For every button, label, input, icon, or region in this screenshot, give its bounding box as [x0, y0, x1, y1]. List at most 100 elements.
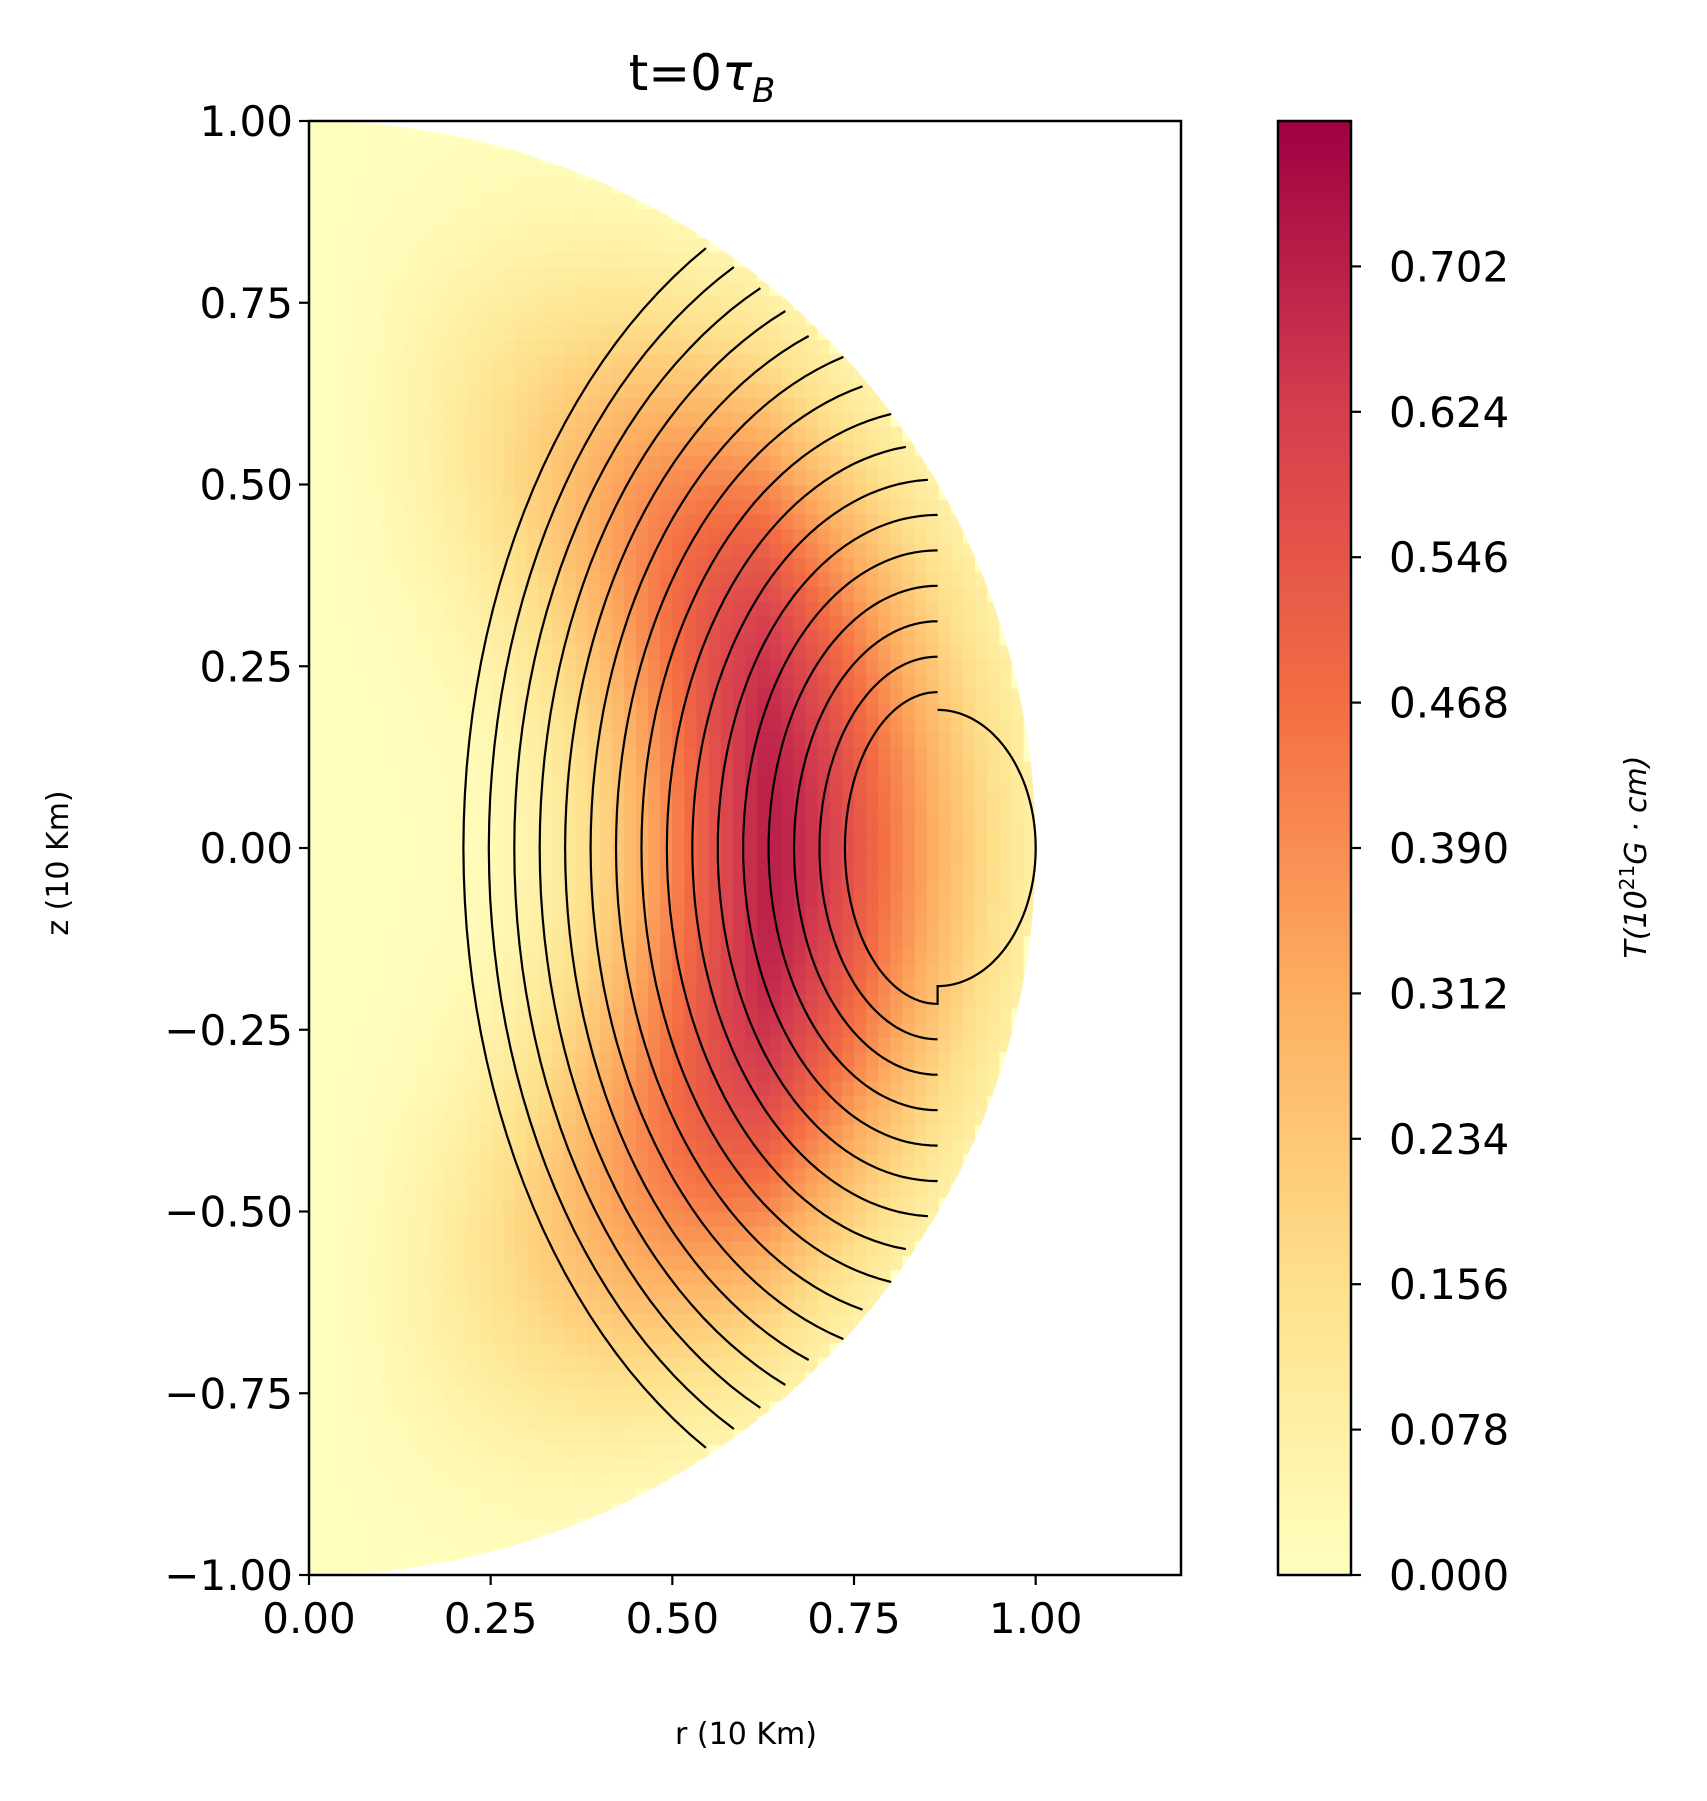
- heatmap-cell: [1011, 789, 1025, 806]
- heatmap-cell: [623, 251, 637, 268]
- heatmap-cell: [599, 1197, 613, 1213]
- heatmap-cell: [950, 1080, 964, 1096]
- heatmap-cell: [454, 426, 468, 442]
- heatmap-cell: [514, 455, 528, 471]
- heatmap-cell: [405, 1211, 419, 1227]
- heatmap-cell: [393, 1327, 407, 1344]
- heatmap-cell: [805, 1095, 819, 1111]
- heatmap-cell: [987, 644, 1001, 660]
- heatmap-cell: [878, 382, 892, 398]
- heatmap-cell: [527, 251, 540, 268]
- heatmap-cell: [309, 775, 322, 791]
- heatmap-cell: [502, 1255, 516, 1271]
- heatmap-cell: [369, 760, 383, 777]
- heatmap-cell: [890, 1269, 904, 1285]
- heatmap-cell: [527, 615, 540, 631]
- heatmap-cell: [430, 862, 443, 878]
- heatmap-cell: [466, 615, 480, 631]
- heatmap-cell: [527, 1240, 540, 1256]
- y-tick-label: 1.00: [199, 97, 293, 146]
- heatmap-cell: [539, 1095, 552, 1111]
- heatmap-cell: [599, 571, 613, 587]
- heatmap-cell: [793, 717, 807, 733]
- heatmap-cell: [708, 848, 722, 864]
- heatmap-cell: [466, 499, 480, 515]
- heatmap-cell: [684, 1269, 698, 1285]
- heatmap-cell: [405, 411, 419, 428]
- heatmap-cell: [418, 1167, 431, 1184]
- heatmap-cell: [672, 426, 686, 442]
- heatmap-cell: [950, 775, 964, 791]
- heatmap-cell: [696, 426, 710, 442]
- heatmap-cell: [878, 1211, 892, 1227]
- heatmap-cell: [466, 789, 480, 806]
- heatmap-cell: [963, 935, 976, 951]
- heatmap-cell: [708, 571, 722, 587]
- heatmap-cell: [587, 702, 601, 718]
- heatmap-cell: [636, 1153, 649, 1169]
- heatmap-cell: [914, 818, 928, 835]
- heatmap-cell: [405, 280, 419, 297]
- heatmap-cell: [720, 426, 734, 442]
- heatmap-cell: [854, 1197, 867, 1213]
- heatmap-cell: [696, 440, 710, 457]
- heatmap-cell: [720, 1007, 734, 1024]
- heatmap-cell: [732, 324, 746, 340]
- heatmap-cell: [636, 1429, 649, 1445]
- heatmap-cell: [587, 978, 601, 995]
- heatmap-cell: [405, 1080, 419, 1096]
- heatmap-cell: [393, 1313, 407, 1329]
- heatmap-cell: [418, 164, 431, 180]
- heatmap-cell: [321, 1182, 334, 1198]
- heatmap-cell: [805, 382, 819, 398]
- heatmap-cell: [648, 324, 661, 340]
- heatmap-cell: [466, 353, 480, 369]
- heatmap-cell: [648, 993, 661, 1009]
- heatmap-cell: [551, 629, 565, 646]
- heatmap-cell: [975, 1138, 988, 1155]
- heatmap-cell: [333, 237, 347, 253]
- heatmap-cell: [539, 310, 552, 326]
- heatmap-cell: [757, 295, 770, 311]
- heatmap-cell: [841, 688, 855, 704]
- heatmap-cell: [745, 397, 758, 413]
- heatmap-cell: [987, 615, 1001, 631]
- heatmap-cell: [527, 1066, 540, 1082]
- heatmap-cell: [732, 1298, 746, 1314]
- heatmap-cell: [563, 644, 577, 660]
- heatmap-cell: [357, 1327, 371, 1344]
- heatmap-cell: [587, 382, 601, 398]
- heatmap-cell: [854, 804, 867, 820]
- heatmap-cell: [575, 1415, 589, 1431]
- heatmap-cell: [890, 1211, 904, 1227]
- heatmap-cell: [369, 935, 383, 951]
- heatmap-cell: [1023, 804, 1036, 820]
- heatmap-cell: [393, 266, 407, 282]
- heatmap-cell: [393, 1167, 407, 1184]
- heatmap-cell: [950, 760, 964, 777]
- heatmap-cell: [381, 1531, 395, 1547]
- heatmap-cell: [502, 1458, 516, 1474]
- heatmap-cell: [551, 542, 565, 558]
- heatmap-cell: [926, 746, 940, 762]
- heatmap-cell: [357, 1080, 371, 1096]
- heatmap-cell: [405, 688, 419, 704]
- heatmap-cell: [430, 702, 443, 718]
- heatmap-cell: [987, 1007, 1001, 1024]
- heatmap-cell: [514, 135, 528, 151]
- heatmap-cell: [418, 1386, 431, 1402]
- heatmap-cell: [829, 1109, 843, 1125]
- heatmap-cell: [309, 1182, 322, 1198]
- heatmap-cell: [321, 629, 334, 646]
- heatmap-cell: [345, 600, 359, 617]
- heatmap-cell: [599, 1269, 613, 1285]
- heatmap-cell: [636, 978, 649, 995]
- heatmap-cell: [490, 629, 504, 646]
- heatmap-cell: [1011, 702, 1025, 718]
- heatmap-cell: [805, 1211, 819, 1227]
- heatmap-cell: [999, 760, 1013, 777]
- colorbar-label: T(1021G · cm): [1615, 756, 1654, 959]
- heatmap-cell: [963, 528, 976, 544]
- heatmap-cell: [611, 673, 625, 689]
- heatmap-cell: [527, 353, 540, 369]
